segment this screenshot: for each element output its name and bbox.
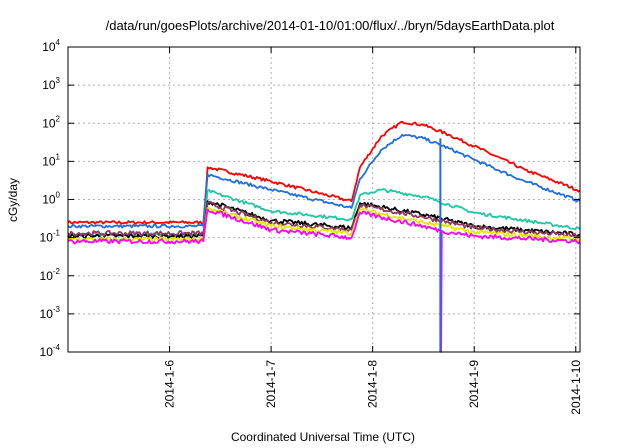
series-line xyxy=(67,120,581,225)
x-tick-label: 2014-1-7 xyxy=(264,360,278,408)
y-tick-label: 101 xyxy=(42,152,60,168)
series-line xyxy=(67,133,581,229)
y-tick-label: 10-1 xyxy=(40,229,61,245)
y-axis-label: cGy/day xyxy=(6,178,20,222)
x-axis-label: Coordinated Universal Time (UTC) xyxy=(231,430,415,444)
x-tick-label: 2014-1-8 xyxy=(366,360,380,408)
x-tick-label: 2014-1-6 xyxy=(163,360,177,408)
series-layer xyxy=(67,120,581,353)
y-tick-label: 10-4 xyxy=(40,343,61,359)
y-tick-label: 10-2 xyxy=(40,267,61,283)
y-tick-label: 100 xyxy=(42,191,60,207)
y-tick-label: 10-3 xyxy=(40,305,61,321)
y-tick-label: 104 xyxy=(42,38,60,54)
series-line xyxy=(67,207,581,243)
chart-title: /data/run/goesPlots/archive/2014-01-10/0… xyxy=(106,18,555,33)
series-line xyxy=(67,188,581,237)
series-line xyxy=(67,208,581,353)
grid xyxy=(68,47,580,352)
y-tick-label: 102 xyxy=(42,114,60,130)
y-tick-label: 103 xyxy=(42,76,60,92)
x-tick-label: 2014-1-10 xyxy=(569,360,583,415)
x-axis: 2014-1-6 2014-1-7 2014-1-8 2014-1-9 2014-1-1… xyxy=(163,47,583,415)
x-tick-label: 2014-1-9 xyxy=(467,360,481,408)
y-axis: 10-4 10-3 10-2 10-1 100 101 102 103 104 xyxy=(40,38,580,359)
series-line xyxy=(67,200,581,239)
